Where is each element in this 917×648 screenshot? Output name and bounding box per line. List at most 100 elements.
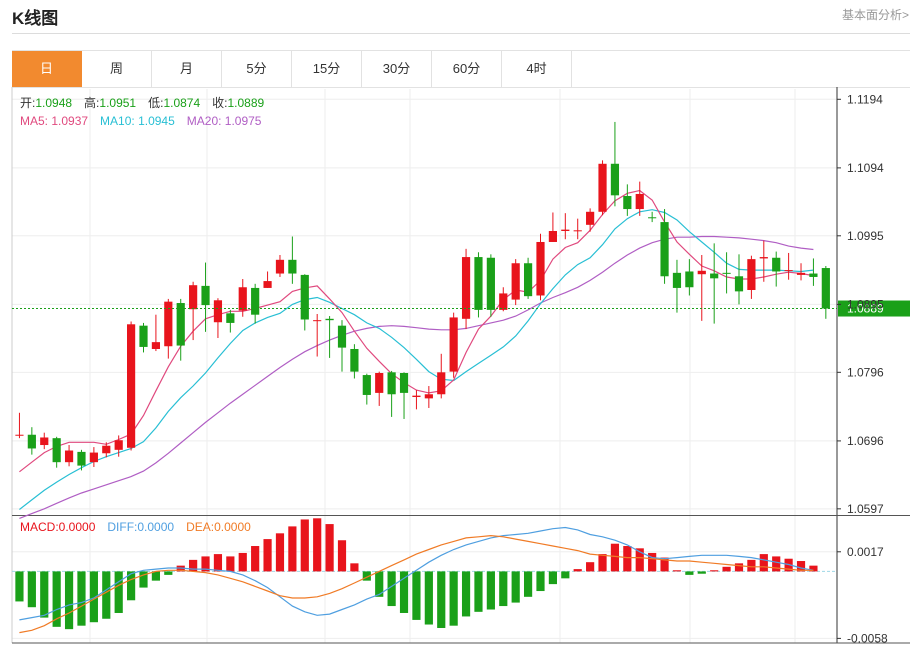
tab-week[interactable]: 周: [82, 51, 152, 87]
candle-body: [275, 259, 285, 274]
candle-body: [486, 257, 495, 310]
tab-30min[interactable]: 30分: [362, 51, 432, 87]
tab-4hour[interactable]: 4时: [502, 51, 572, 87]
candle-body: [424, 394, 433, 399]
macd-legend: MACD:0.0000 DIFF:0.0000 DEA:0.0000: [20, 520, 251, 534]
macd-bar: [263, 539, 272, 572]
candle-31: [399, 372, 409, 419]
macd-bar: [77, 571, 86, 626]
candle-42: [536, 233, 545, 301]
ohlc-legend: 开:1.0948 高:1.0951 低:1.0874 收:1.0889: [20, 95, 265, 110]
candle-14: [189, 281, 198, 341]
candle-34: [437, 353, 446, 399]
macd-bar: [325, 524, 334, 572]
macd-bar: [40, 571, 49, 618]
candle-body: [251, 287, 260, 315]
macd-bar: [796, 561, 806, 572]
tab-month[interactable]: 月: [152, 51, 222, 87]
macd-bar: [424, 571, 433, 625]
candle-body: [399, 373, 409, 393]
candle-body: [511, 263, 520, 300]
candle-18: [238, 279, 247, 317]
candle-3: [52, 436, 61, 468]
candle-body: [747, 259, 756, 290]
candle-body: [536, 241, 545, 296]
candle-body: [598, 163, 607, 212]
header: K线图 基本面分析>: [0, 0, 917, 34]
fundamental-analysis-link[interactable]: 基本面分析>: [841, 8, 909, 22]
moving-average-lines: [19, 189, 814, 519]
macd-bar: [238, 552, 247, 572]
candle-24: [313, 314, 322, 357]
candle-body: [784, 270, 793, 272]
candle-4: [64, 445, 74, 467]
header-divider: [12, 33, 910, 34]
candle-body: [387, 372, 396, 395]
candle-body: [586, 211, 595, 225]
y-tick-label: 1.0895: [847, 297, 884, 311]
legend-value: 0.0000: [59, 520, 96, 534]
candle-37: [474, 252, 483, 318]
candle-2: [40, 432, 49, 450]
candle-26: [337, 320, 347, 372]
candle-17: [226, 309, 235, 333]
candle-10: [139, 322, 148, 353]
candle-body: [52, 438, 61, 463]
candle-body: [27, 434, 36, 449]
y-tick-label: 1.1094: [847, 161, 884, 175]
macd-bar: [598, 554, 607, 572]
candle-body: [772, 257, 781, 272]
macd-bar: [523, 571, 533, 597]
candle-body: [114, 440, 123, 450]
legend-key: 高:: [84, 95, 99, 110]
candle-body: [102, 445, 111, 454]
kline-chart[interactable]: 1.0889 1.1194 1.1094 1.0995 1.0895 1.0796 1.06…: [0, 87, 917, 648]
candle-body: [164, 301, 173, 347]
macd-bar: [536, 571, 545, 592]
last-price-tag: [838, 300, 910, 317]
macd-histogram: [12, 518, 837, 630]
legend-key: MA10:: [100, 114, 138, 128]
macd-bar: [486, 571, 495, 610]
macd-bar: [548, 571, 557, 585]
macd-bar: [511, 571, 520, 603]
legend-value: 1.0951: [99, 96, 136, 110]
macd-bar: [685, 571, 694, 575]
candle-body: [610, 163, 620, 196]
candle-body: [226, 313, 235, 323]
candle-33: [424, 386, 433, 408]
macd-tick-label: 0.0017: [847, 545, 884, 559]
candle-body: [623, 196, 632, 210]
macd-bar: [399, 571, 409, 613]
macd-bar: [437, 571, 446, 628]
candle-43: [548, 212, 557, 242]
macd-bar: [499, 571, 508, 607]
candle-21: [275, 255, 285, 277]
candle-body: [660, 222, 669, 277]
candle-38: [486, 254, 495, 317]
candle-13: [176, 298, 185, 361]
candle-41: [523, 257, 533, 299]
macd-bar: [697, 571, 706, 574]
tab-5min[interactable]: 5分: [222, 51, 292, 87]
macd-bar: [300, 519, 309, 572]
macd-bar: [747, 559, 756, 572]
macd-bar: [387, 571, 396, 607]
candle-63: [796, 263, 806, 281]
candle-body: [213, 300, 223, 323]
candle-62: [784, 252, 793, 280]
candle-30: [387, 370, 396, 417]
macd-bar: [734, 563, 744, 572]
candle-body: [474, 257, 483, 310]
tab-60min[interactable]: 60分: [432, 51, 502, 87]
legend-value: 1.0975: [225, 114, 262, 128]
legend-value: 0.0000: [214, 520, 251, 534]
dea-line: [19, 534, 814, 634]
tab-day[interactable]: 日: [12, 51, 82, 87]
candle-body: [151, 342, 161, 349]
candle-15: [201, 262, 210, 332]
tab-15min[interactable]: 15分: [292, 51, 362, 87]
candle-body: [313, 320, 322, 322]
candle-body: [238, 287, 247, 311]
y-tick-label: 1.0995: [847, 229, 884, 243]
